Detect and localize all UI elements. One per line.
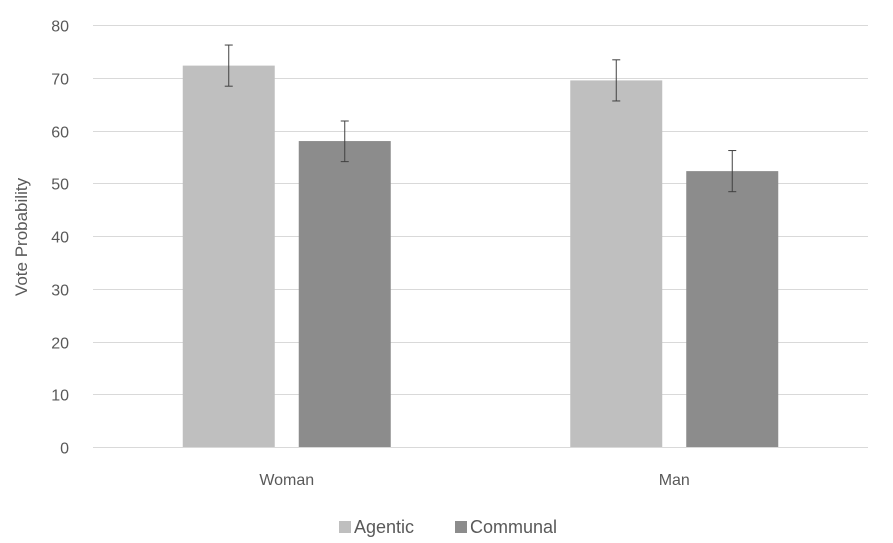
bar-woman-communal	[298, 141, 391, 448]
y-tick-label: 10	[51, 388, 69, 405]
y-axis-title: Vote Probability	[12, 177, 31, 296]
bars	[182, 65, 779, 448]
x-tick-label: Woman	[259, 472, 314, 489]
legend-swatch-communal	[455, 521, 467, 533]
error-bars	[224, 44, 737, 193]
bar-woman-agentic	[182, 65, 275, 448]
x-tick-label: Man	[659, 472, 690, 489]
y-tick-label: 30	[51, 283, 69, 300]
y-axis-ticks: 0 10 20 30 40 50 60 70 80	[51, 19, 69, 458]
legend-label-agentic: Agentic	[354, 517, 414, 537]
legend-swatch-agentic	[339, 521, 351, 533]
y-tick-label: 0	[60, 441, 69, 458]
y-tick-label: 80	[51, 19, 69, 36]
x-axis-ticks: Woman Man	[259, 472, 689, 489]
y-tick-label: 70	[51, 72, 69, 89]
y-tick-label: 50	[51, 177, 69, 194]
bar-man-communal	[686, 171, 779, 447]
bar-man-agentic	[570, 80, 663, 447]
legend-label-communal: Communal	[470, 517, 557, 537]
legend: Agentic Communal	[339, 517, 557, 537]
y-tick-label: 60	[51, 125, 69, 142]
y-tick-label: 40	[51, 230, 69, 247]
y-tick-label: 20	[51, 336, 69, 353]
